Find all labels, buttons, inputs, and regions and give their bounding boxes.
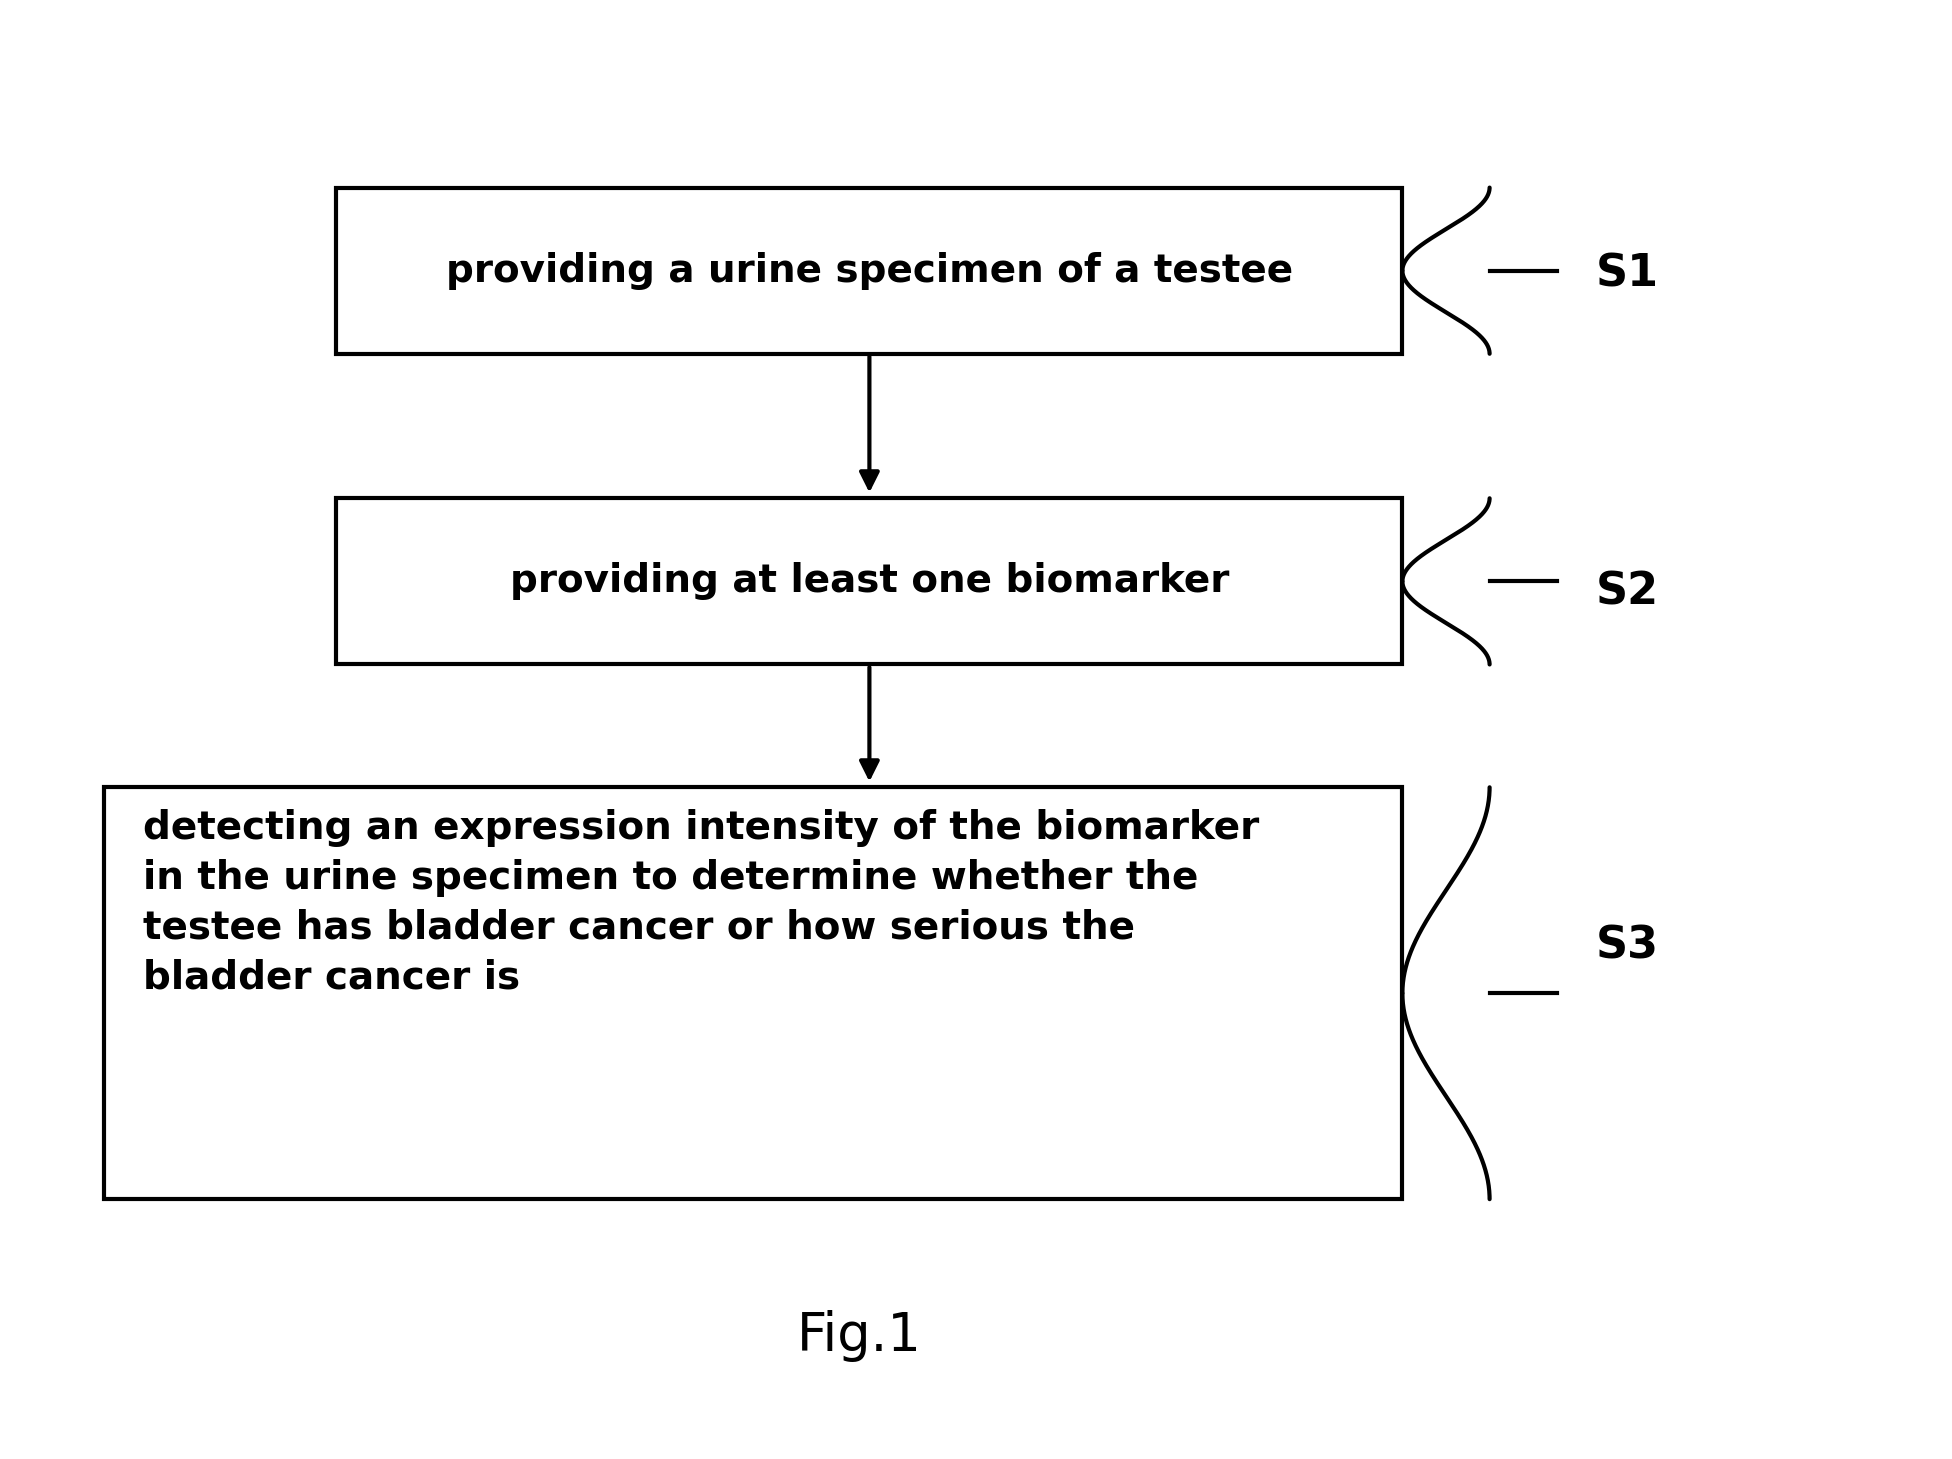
Text: providing at least one biomarker: providing at least one biomarker: [509, 562, 1230, 600]
Bar: [103, 788, 1402, 1199]
Text: S2: S2: [1597, 570, 1659, 614]
Text: detecting an expression intensity of the biomarker
in the urine specimen to dete: detecting an expression intensity of the…: [142, 808, 1259, 996]
Text: Fig.1: Fig.1: [796, 1310, 921, 1363]
Bar: [336, 188, 1402, 353]
Text: S1: S1: [1597, 252, 1659, 296]
Bar: [336, 499, 1402, 664]
Text: S3: S3: [1597, 925, 1659, 967]
Text: providing a urine specimen of a testee: providing a urine specimen of a testee: [445, 251, 1292, 290]
